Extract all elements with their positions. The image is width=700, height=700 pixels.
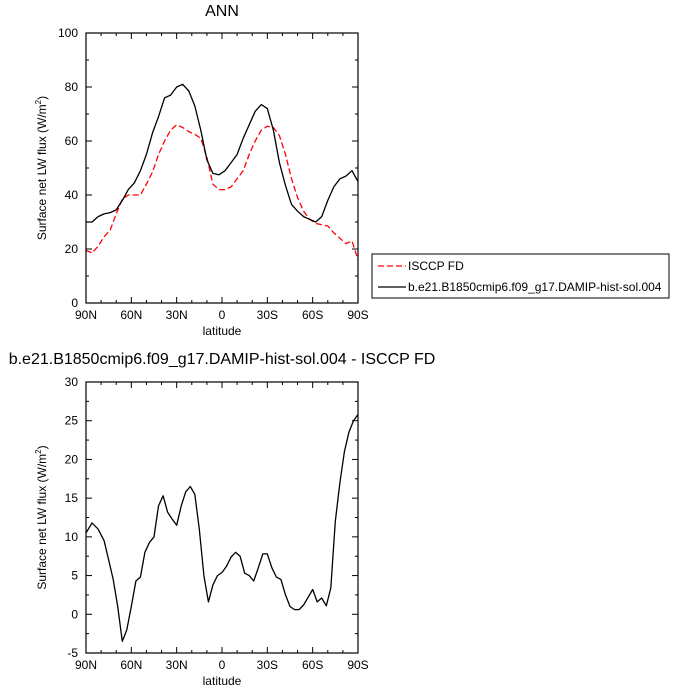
- top-ytick-label-1: 20: [65, 242, 79, 256]
- bottom-series-line-0: [85, 414, 359, 643]
- bottom-plot-frame: [85, 381, 359, 654]
- bottom-ytick-label-2: 5: [71, 569, 78, 583]
- top-series-line-1: [86, 83, 359, 223]
- top-xtick-label-6: 90S: [347, 308, 368, 322]
- bottom-x-axis-label: latitude: [203, 674, 242, 688]
- bottom-ytick-label-0: -5: [67, 646, 78, 660]
- bottom-y-axis-label: Surface net LW flux (W/m2): [34, 445, 49, 589]
- legend-label-1: b.e21.B1850cmip6.f09_g17.DAMIP-hist-sol.…: [408, 280, 662, 294]
- top-xtick-label-4: 30S: [257, 308, 278, 322]
- top-y-axis-label: Surface net LW flux (W/m2): [34, 96, 49, 240]
- top-ytick-label-0: 0: [71, 296, 78, 310]
- top-chart-title: ANN: [205, 3, 239, 20]
- top-plot-frame: [85, 32, 359, 304]
- top-xtick-label-1: 60N: [120, 308, 142, 322]
- legend-label-0: ISCCP FD: [408, 259, 464, 273]
- bottom-xtick-label-0: 90N: [75, 658, 97, 672]
- bottom-xtick-label-2: 30N: [166, 658, 188, 672]
- top-ytick-label-5: 100: [58, 26, 78, 40]
- bottom-xtick-label-5: 60S: [302, 658, 323, 672]
- top-xtick-label-0: 90N: [75, 308, 97, 322]
- bottom-ytick-label-5: 20: [65, 452, 79, 466]
- bottom-ytick-label-3: 10: [65, 530, 79, 544]
- bottom-xtick-label-6: 90S: [347, 658, 368, 672]
- bottom-ytick-label-4: 15: [65, 491, 79, 505]
- top-xtick-label-5: 60S: [302, 308, 323, 322]
- top-xtick-label-2: 30N: [166, 308, 188, 322]
- top-x-axis-label: latitude: [203, 324, 242, 338]
- bottom-ytick-label-6: 25: [65, 414, 79, 428]
- top-xtick-label-3: 0: [219, 308, 226, 322]
- top-ytick-label-3: 60: [65, 134, 79, 148]
- bottom-xtick-label-3: 0: [219, 658, 226, 672]
- bottom-ytick-label-1: 0: [71, 607, 78, 621]
- bottom-xtick-label-1: 60N: [120, 658, 142, 672]
- bottom-ytick-label-7: 30: [65, 375, 79, 389]
- top-ytick-label-4: 80: [65, 80, 79, 94]
- bottom-xtick-label-4: 30S: [257, 658, 278, 672]
- legend: ISCCP FD b.e21.B1850cmip6.f09_g17.DAMIP-h…: [371, 253, 670, 299]
- bottom-chart-title: b.e21.B1850cmip6.f09_g17.DAMIP-hist-sol.…: [9, 351, 436, 368]
- legend-box: [371, 253, 670, 299]
- top-ytick-label-2: 40: [65, 188, 79, 202]
